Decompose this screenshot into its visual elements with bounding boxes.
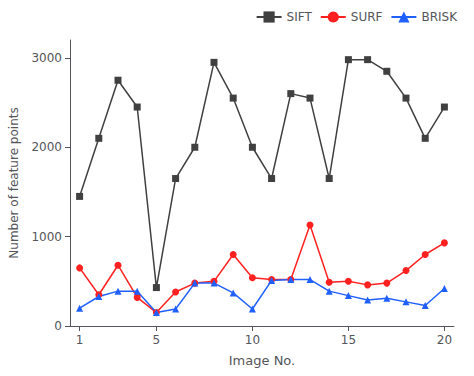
svg-text:15: 15	[341, 333, 356, 347]
svg-text:10: 10	[245, 333, 260, 347]
svg-text:20: 20	[437, 333, 452, 347]
svg-text:SURF: SURF	[351, 10, 383, 24]
svg-text:Number of feature points: Number of feature points	[7, 107, 21, 258]
svg-text:5: 5	[153, 333, 161, 347]
svg-text:Image No.: Image No.	[229, 353, 295, 368]
svg-text:BRISK: BRISK	[421, 10, 458, 24]
svg-text:3000: 3000	[31, 51, 62, 65]
svg-text:1000: 1000	[31, 230, 62, 244]
svg-text:2000: 2000	[31, 140, 62, 154]
svg-text:0: 0	[54, 319, 62, 333]
svg-text:SIFT: SIFT	[287, 10, 313, 24]
svg-text:1: 1	[76, 333, 84, 347]
